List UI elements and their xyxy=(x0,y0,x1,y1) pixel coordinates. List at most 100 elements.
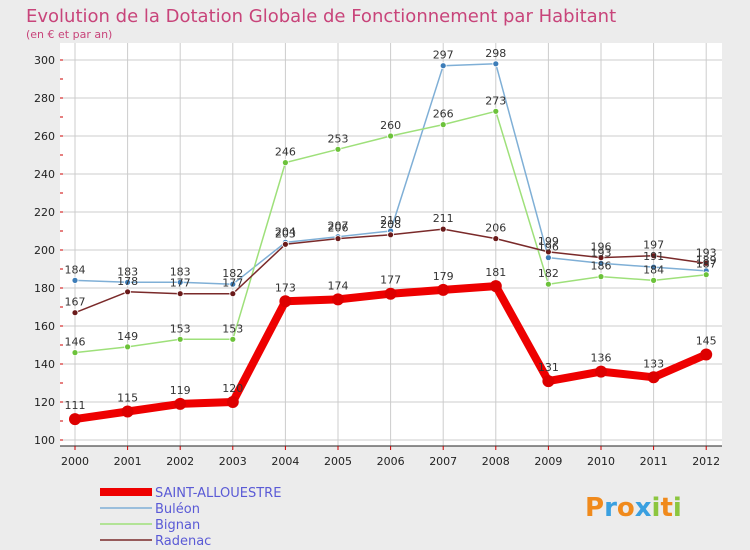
data-point xyxy=(176,335,184,343)
data-label: 111 xyxy=(65,399,86,412)
data-label: 208 xyxy=(380,218,401,231)
x-tick-label: 2000 xyxy=(61,455,89,468)
legend-label: Bignan xyxy=(155,518,200,533)
data-label: 184 xyxy=(65,263,86,276)
data-point xyxy=(176,290,184,298)
data-label: 191 xyxy=(643,250,664,263)
data-point xyxy=(176,278,184,286)
data-label: 136 xyxy=(591,352,612,365)
data-label: 167 xyxy=(65,296,86,309)
data-point xyxy=(702,271,710,279)
data-label: 206 xyxy=(485,222,506,235)
logo-letter: x xyxy=(635,493,652,523)
data-label: 119 xyxy=(170,384,191,397)
x-tick-label: 2004 xyxy=(271,455,299,468)
series-layer xyxy=(69,60,713,426)
y-tick-label: 280 xyxy=(34,92,55,105)
x-tick-label: 2001 xyxy=(114,455,142,468)
data-label: 120 xyxy=(222,382,243,395)
data-label: 197 xyxy=(643,239,664,252)
data-point xyxy=(597,254,605,262)
data-label: 183 xyxy=(170,265,191,278)
data-label: 182 xyxy=(222,267,243,280)
data-point xyxy=(229,280,237,288)
data-point xyxy=(69,413,81,426)
data-point xyxy=(437,283,450,296)
logo-letter: i xyxy=(673,493,682,523)
data-point xyxy=(71,309,79,317)
data-point xyxy=(650,252,657,260)
data-label: 193 xyxy=(591,246,612,259)
proxiti-logo: Proxiti xyxy=(585,493,682,523)
data-label: 193 xyxy=(696,246,717,259)
data-point xyxy=(542,375,555,388)
chart-subtitle: (en € et par an) xyxy=(26,28,112,41)
data-label: 149 xyxy=(117,330,138,343)
data-label: 199 xyxy=(538,235,559,248)
data-point xyxy=(71,276,79,284)
data-label: 182 xyxy=(538,267,559,280)
data-label: 153 xyxy=(222,322,243,335)
logo-letter: r xyxy=(604,493,617,523)
data-point xyxy=(650,263,657,271)
x-tick-label: 2011 xyxy=(640,455,668,468)
data-label: 186 xyxy=(591,260,612,273)
data-label: 177 xyxy=(222,277,243,290)
data-label: 174 xyxy=(328,279,349,292)
data-label: 173 xyxy=(275,281,296,294)
data-label: 211 xyxy=(433,212,454,225)
data-point xyxy=(281,240,289,248)
x-tick-label: 2009 xyxy=(534,455,562,468)
data-label: 297 xyxy=(433,49,454,62)
data-point xyxy=(597,273,605,281)
y-tick-label: 120 xyxy=(34,396,55,409)
legend-label: SAINT-ALLOUESTRE xyxy=(155,486,281,501)
x-tick-label: 2007 xyxy=(429,455,457,468)
data-label: 253 xyxy=(328,132,349,145)
x-tick-label: 2012 xyxy=(692,455,720,468)
data-label: 210 xyxy=(380,214,401,227)
data-label: 146 xyxy=(65,336,86,349)
x-tick-label: 2006 xyxy=(377,455,405,468)
y-tick-label: 260 xyxy=(34,130,55,143)
data-point xyxy=(229,335,237,343)
y-tick-label: 100 xyxy=(34,434,55,447)
data-label: 260 xyxy=(380,119,401,132)
logo-letter: t xyxy=(660,493,672,523)
data-label: 145 xyxy=(696,335,717,348)
chart-title: Evolution de la Dotation Globale de Fonc… xyxy=(26,6,616,27)
data-point xyxy=(387,132,395,140)
data-point xyxy=(124,278,131,286)
x-tick-label: 2002 xyxy=(166,455,194,468)
data-point xyxy=(124,343,131,351)
data-point xyxy=(647,371,660,384)
data-point xyxy=(226,396,239,408)
data-label: 203 xyxy=(275,227,296,240)
data-point xyxy=(489,280,502,293)
data-label: 178 xyxy=(117,275,138,288)
data-point xyxy=(492,107,500,115)
data-label: 184 xyxy=(643,263,664,276)
x-tick-label: 2005 xyxy=(324,455,352,468)
y-tick-label: 180 xyxy=(34,282,55,295)
data-point xyxy=(702,259,710,267)
data-label: 153 xyxy=(170,322,191,335)
legend-label: Buléon xyxy=(155,502,200,517)
y-tick-label: 140 xyxy=(34,358,55,371)
data-label: 177 xyxy=(380,274,401,287)
data-point xyxy=(334,235,342,243)
data-point xyxy=(492,235,500,243)
data-point xyxy=(439,121,447,128)
data-point xyxy=(384,287,397,300)
data-label: 246 xyxy=(275,146,296,159)
data-point xyxy=(650,276,657,284)
data-point xyxy=(700,348,713,361)
data-point xyxy=(545,248,552,256)
logo-letter: i xyxy=(652,493,661,523)
data-label: 266 xyxy=(433,108,454,121)
data-label: 179 xyxy=(433,270,454,283)
y-tick-label: 160 xyxy=(34,320,55,333)
data-point xyxy=(545,280,552,288)
